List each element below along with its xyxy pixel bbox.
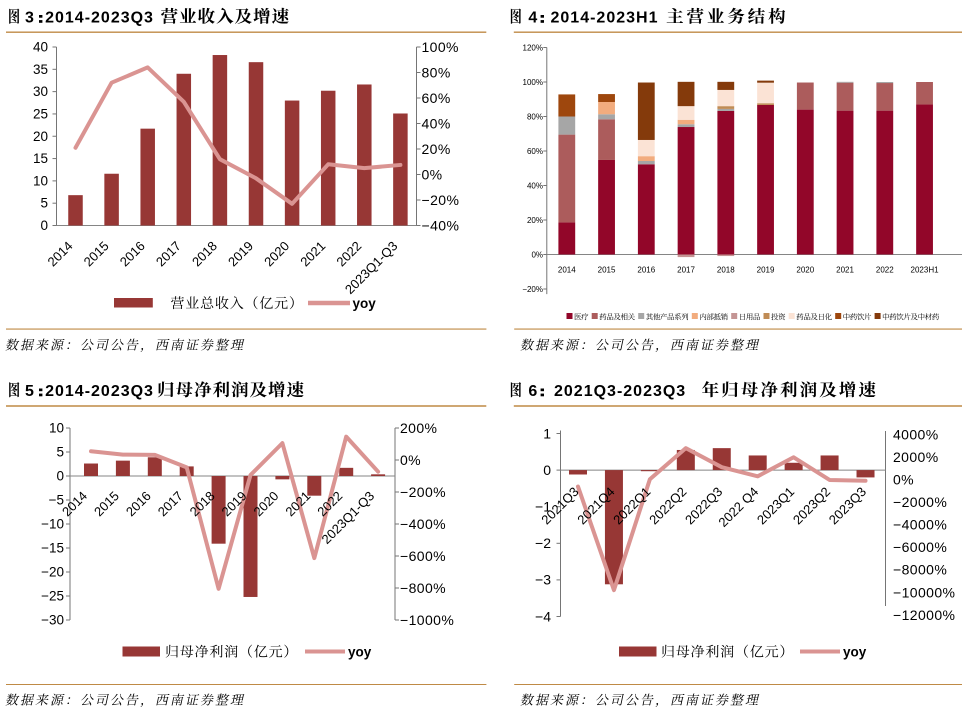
- svg-text:−1000%: −1000%: [400, 612, 454, 628]
- svg-text:4: 4: [528, 9, 537, 26]
- svg-text:−10000%: −10000%: [893, 584, 955, 600]
- svg-text:200%: 200%: [400, 420, 437, 436]
- svg-text:2014-2023Q3: 2014-2023Q3: [45, 383, 154, 400]
- svg-text:2021: 2021: [297, 238, 328, 269]
- svg-text:6: 6: [528, 383, 537, 400]
- svg-text:−1: −1: [535, 499, 551, 515]
- svg-text:yoy: yoy: [348, 645, 372, 660]
- svg-text:20%: 20%: [527, 216, 543, 225]
- svg-text:20%: 20%: [422, 141, 451, 157]
- svg-text:0: 0: [40, 218, 48, 233]
- svg-text:3: 3: [25, 9, 34, 26]
- svg-text:−10: −10: [41, 517, 64, 532]
- svg-text:2021: 2021: [836, 266, 854, 275]
- svg-text:2023Q3: 2023Q3: [826, 484, 869, 527]
- svg-text:15: 15: [33, 151, 48, 166]
- svg-text:0: 0: [543, 462, 551, 478]
- svg-text:−15: −15: [41, 541, 64, 556]
- svg-text:−4: −4: [535, 608, 551, 624]
- svg-text:60%: 60%: [422, 90, 451, 106]
- svg-text:1: 1: [543, 425, 551, 441]
- svg-text:100%: 100%: [523, 78, 543, 87]
- svg-text:2015: 2015: [91, 488, 122, 519]
- svg-text:40%: 40%: [422, 115, 451, 131]
- svg-text:−2000%: −2000%: [893, 494, 947, 510]
- svg-text:2019: 2019: [225, 238, 256, 269]
- svg-text:−25: −25: [41, 589, 64, 604]
- svg-text:0%: 0%: [400, 452, 421, 468]
- svg-text:4000%: 4000%: [893, 426, 939, 442]
- svg-text:2021Q3-2023Q3: 2021Q3-2023Q3: [554, 383, 686, 400]
- svg-text:2018: 2018: [189, 238, 220, 269]
- svg-text:2023H1: 2023H1: [911, 266, 940, 275]
- svg-text:60%: 60%: [527, 147, 543, 156]
- svg-text:80%: 80%: [422, 64, 451, 80]
- svg-text:2014: 2014: [558, 266, 576, 275]
- svg-text:25: 25: [33, 106, 48, 121]
- svg-text:−6000%: −6000%: [893, 539, 947, 555]
- svg-text:0%: 0%: [531, 250, 543, 259]
- svg-text:2000%: 2000%: [893, 449, 939, 465]
- svg-text:10: 10: [49, 421, 64, 436]
- svg-text:35: 35: [33, 62, 48, 77]
- svg-text:2014: 2014: [45, 238, 76, 269]
- svg-text:2020: 2020: [261, 238, 292, 269]
- svg-text:yoy: yoy: [353, 296, 377, 311]
- svg-text:2023Q2: 2023Q2: [790, 484, 833, 527]
- svg-text:40%: 40%: [527, 181, 543, 190]
- svg-text:10: 10: [33, 173, 48, 188]
- svg-text:−40%: −40%: [422, 217, 460, 233]
- svg-text:−600%: −600%: [400, 548, 446, 564]
- svg-text:2018: 2018: [717, 266, 735, 275]
- svg-text:2015: 2015: [598, 266, 616, 275]
- svg-text:2020: 2020: [796, 266, 814, 275]
- svg-text:−200%: −200%: [400, 484, 446, 500]
- svg-text:−800%: −800%: [400, 580, 446, 596]
- svg-text:2015: 2015: [81, 238, 112, 269]
- svg-text:−12000%: −12000%: [893, 607, 955, 623]
- svg-text:40: 40: [33, 40, 48, 55]
- svg-text:−30: −30: [41, 613, 64, 628]
- svg-text:2016: 2016: [117, 238, 148, 269]
- svg-text:120%: 120%: [523, 43, 543, 52]
- svg-text:−2: −2: [535, 535, 551, 551]
- svg-text:2022 Q4: 2022 Q4: [715, 484, 761, 530]
- svg-text:2014-2023H1: 2014-2023H1: [551, 9, 659, 26]
- svg-text:2017: 2017: [155, 488, 186, 519]
- svg-text:20: 20: [33, 129, 48, 144]
- svg-text:−400%: −400%: [400, 516, 446, 532]
- svg-text:−20: −20: [41, 565, 64, 580]
- svg-text:−3: −3: [535, 572, 551, 588]
- svg-text:5: 5: [25, 383, 34, 400]
- svg-text:2022: 2022: [333, 238, 364, 269]
- svg-text:yoy: yoy: [843, 645, 867, 660]
- svg-text:5: 5: [56, 445, 64, 460]
- svg-text:−5: −5: [49, 493, 64, 508]
- svg-text:−4000%: −4000%: [893, 517, 947, 533]
- svg-text:80%: 80%: [527, 112, 543, 121]
- svg-text:−20%: −20%: [522, 285, 543, 294]
- svg-text:2017: 2017: [677, 266, 695, 275]
- svg-text:2017: 2017: [153, 238, 184, 269]
- svg-text:100%: 100%: [422, 39, 459, 55]
- svg-text:2016: 2016: [123, 488, 154, 519]
- svg-text:0%: 0%: [422, 166, 443, 182]
- svg-text:2019: 2019: [757, 266, 775, 275]
- svg-text:30: 30: [33, 84, 48, 99]
- svg-text:2022Q2: 2022Q2: [646, 484, 689, 527]
- svg-text:−8000%: −8000%: [893, 562, 947, 578]
- svg-text:5: 5: [40, 196, 48, 211]
- svg-text:2016: 2016: [637, 266, 655, 275]
- svg-text:2014-2023Q3: 2014-2023Q3: [45, 9, 154, 26]
- svg-text:0: 0: [56, 469, 64, 484]
- svg-text:2023Q1: 2023Q1: [754, 484, 797, 527]
- svg-text:0%: 0%: [893, 471, 914, 487]
- svg-text:2022: 2022: [876, 266, 894, 275]
- svg-text:−20%: −20%: [422, 192, 460, 208]
